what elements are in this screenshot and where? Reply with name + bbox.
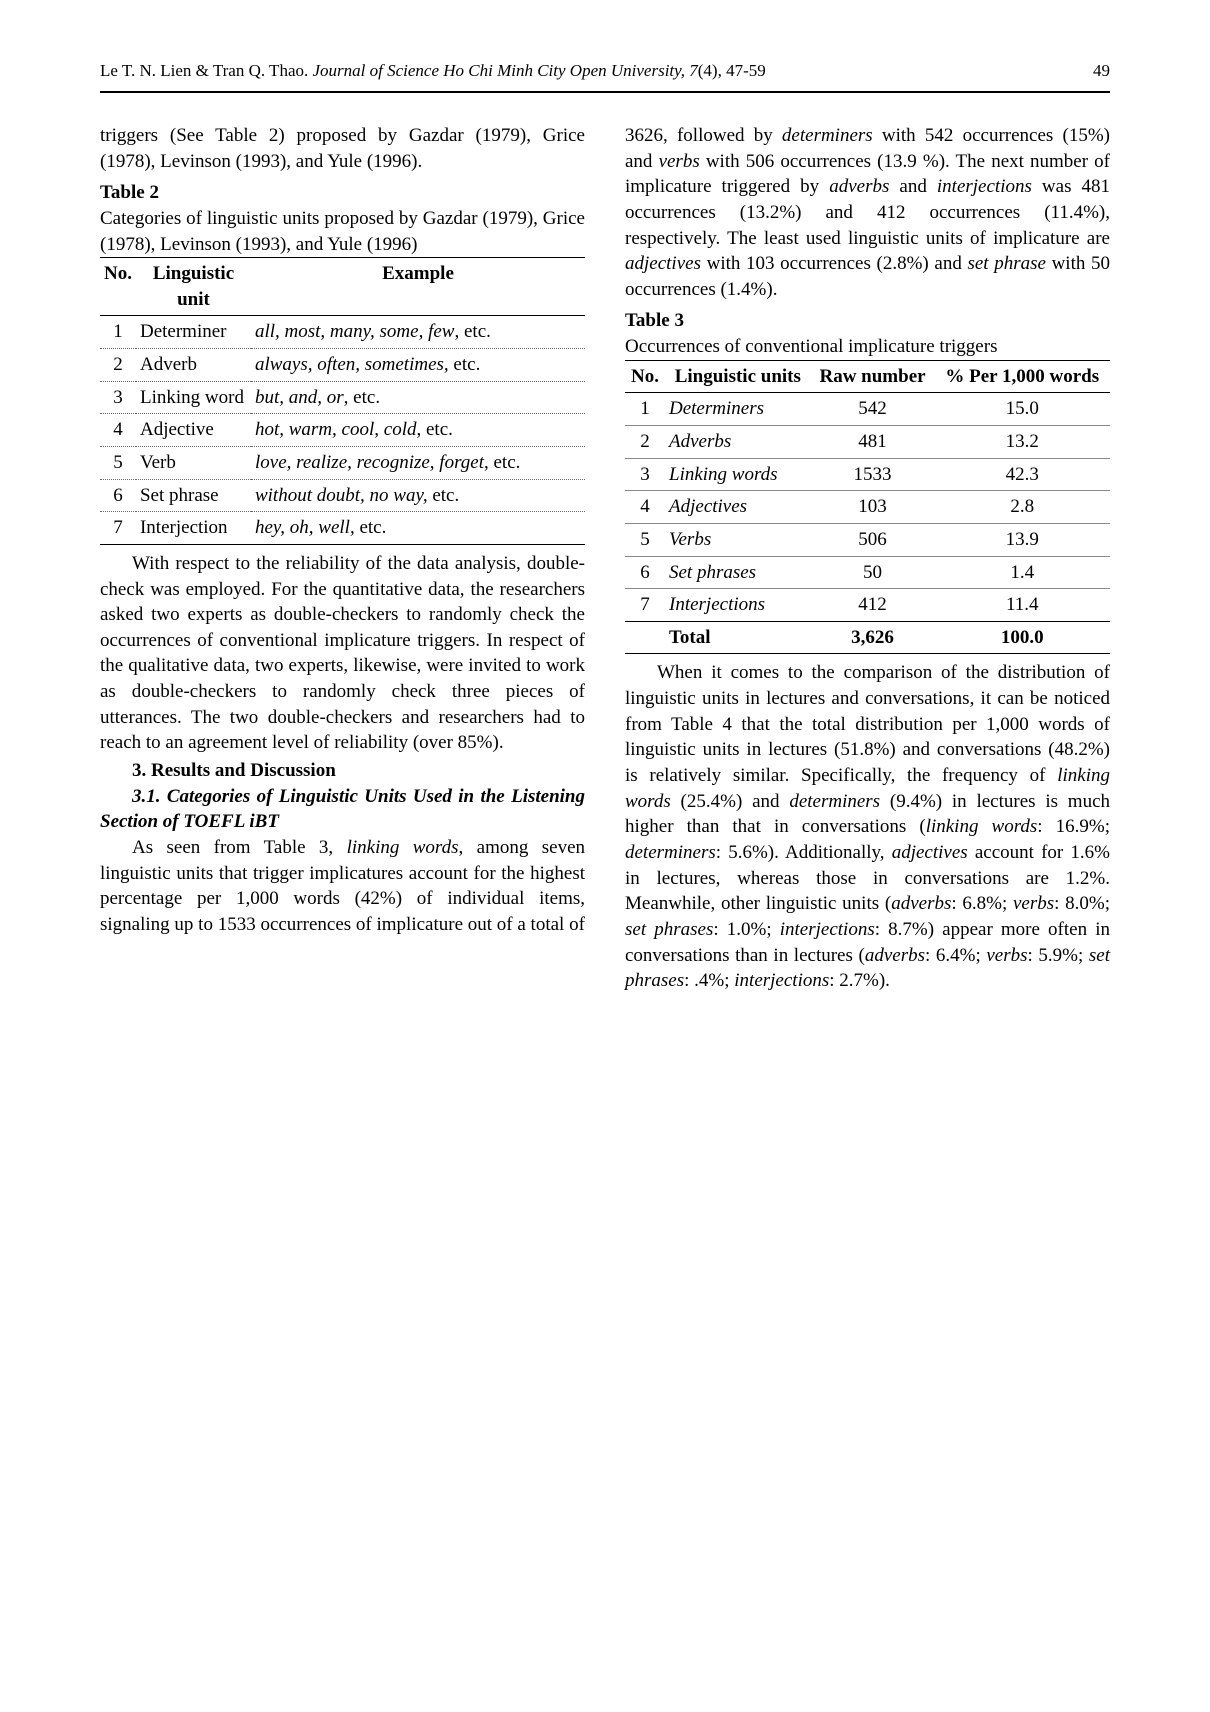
- header-left: Le T. N. Lien & Tran Q. Thao. Journal of…: [100, 60, 766, 83]
- table-row: 2Adverbs48113.2: [625, 425, 1110, 458]
- table-row: 6Set phrasewithout doubt, no way, etc.: [100, 479, 585, 512]
- left-column: triggers (See Table 2) proposed by Gazda…: [100, 123, 585, 996]
- section-3-head: 3. Results and Discussion: [100, 758, 585, 784]
- table2-body: 1Determinerall, most, many, some, few, e…: [100, 316, 585, 544]
- col1-para2: With respect to the reliability of the d…: [100, 551, 585, 756]
- table3-body: 1Determiners54215.0 2Adverbs48113.2 3Lin…: [625, 393, 1110, 654]
- table-row: 1Determinerall, most, many, some, few, e…: [100, 316, 585, 349]
- table-row: 6Set phrases501.4: [625, 556, 1110, 589]
- table3: No. Linguistic units Raw number % Per 1,…: [625, 360, 1110, 655]
- table-row: 3Linking wordbut, and, or, etc.: [100, 381, 585, 414]
- table-row: 2Adverbalways, often, sometimes, etc.: [100, 349, 585, 382]
- section-31-head: 3.1. Categories of Linguistic Units Used…: [100, 784, 585, 835]
- table2-label: Table 2: [100, 180, 585, 206]
- table3-caption: Occurrences of conventional implicature …: [625, 334, 1110, 360]
- table-row: 5Verbs50613.9: [625, 523, 1110, 556]
- table2-th-no: No.: [100, 258, 136, 316]
- table3-th-units: Linguistic units: [665, 360, 811, 393]
- table-row: 7Interjections41211.4: [625, 589, 1110, 622]
- table2: No. Linguistic unit Example 1Determinera…: [100, 257, 585, 545]
- table-row: 4Adjectives1032.8: [625, 491, 1110, 524]
- table-row: 1Determiners54215.0: [625, 393, 1110, 426]
- table3-th-pct: % Per 1,000 words: [934, 360, 1110, 393]
- content-columns: triggers (See Table 2) proposed by Gazda…: [100, 123, 1110, 996]
- col1-para3: As seen from Table 3, linking words, amo…: [100, 835, 585, 938]
- table3-th-no: No.: [625, 360, 665, 393]
- right-column: 3626, followed by determiners with 542 o…: [625, 123, 1110, 996]
- table-row: 4Adjectivehot, warm, cool, cold, etc.: [100, 414, 585, 447]
- table3-total-row: Total3,626100.0: [625, 621, 1110, 654]
- table2-th-unit: Linguistic unit: [136, 258, 251, 316]
- table3-label: Table 3: [625, 308, 1110, 334]
- table2-th-example: Example: [251, 258, 585, 316]
- header-authors: Le T. N. Lien & Tran Q. Thao.: [100, 61, 308, 80]
- header-journal: Journal of Science Ho Chi Minh City Open…: [312, 61, 697, 80]
- table-row: 3Linking words153342.3: [625, 458, 1110, 491]
- header-issue: (4), 47-59: [698, 61, 766, 80]
- table-row: 5Verblove, realize, recognize, forget, e…: [100, 446, 585, 479]
- page-number: 49: [1093, 60, 1110, 83]
- table-row: 7Interjectionhey, oh, well, etc.: [100, 512, 585, 545]
- col1-para1: triggers (See Table 2) proposed by Gazda…: [100, 123, 585, 174]
- table2-caption: Categories of linguistic units proposed …: [100, 206, 585, 257]
- col2-para2: When it comes to the comparison of the d…: [625, 660, 1110, 993]
- table3-th-raw: Raw number: [811, 360, 935, 393]
- col2-para1: 3626, followed by determiners with 542 o…: [625, 123, 1110, 302]
- page-header: Le T. N. Lien & Tran Q. Thao. Journal of…: [100, 60, 1110, 93]
